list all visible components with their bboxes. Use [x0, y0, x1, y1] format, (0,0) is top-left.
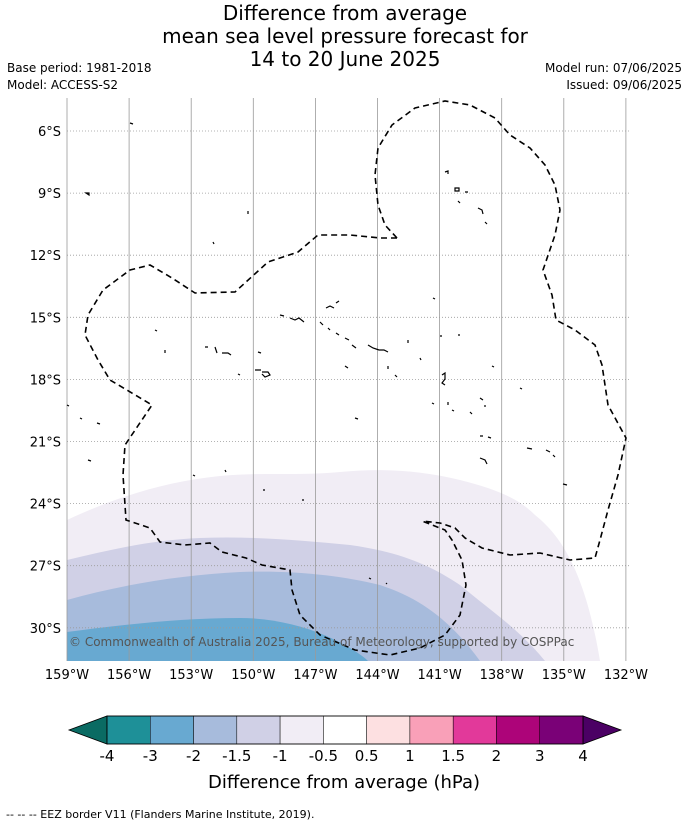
- latitude-label: 18°S: [30, 373, 61, 388]
- island-line: [255, 369, 271, 378]
- island-line: [444, 170, 449, 174]
- longitude-labels: 159°W 156°W 153°W 150°W 147°W 144°W 141°W 138°W…: [45, 668, 648, 683]
- colorbar-swatch: [409, 715, 454, 745]
- colorbar-tick-label: -0.5: [309, 747, 338, 765]
- issued-date: Issued: 09/06/2025: [566, 78, 682, 92]
- island-line: [454, 187, 468, 193]
- colorbar-swatch: [539, 715, 584, 745]
- island-line: [279, 314, 305, 323]
- latitude-label: 24°S: [30, 498, 61, 513]
- latitude-labels: 6°S 9°S 12°S 15°S 18°S 21°S 24°S 27°S 30°S: [30, 125, 61, 637]
- island-line: [479, 365, 523, 407]
- anomaly-fill-minus-2: [67, 618, 368, 661]
- colorbar-tick-label: -1: [273, 747, 288, 765]
- island-line: [354, 417, 359, 420]
- colorbar-swatch: [366, 715, 411, 745]
- colorbar-tick-label: -4: [100, 747, 115, 765]
- colorbar-swatch: [150, 715, 194, 745]
- base-period: Base period: 1981-2018: [7, 61, 152, 75]
- colorbar-swatch: [106, 715, 151, 745]
- title-line-2: mean sea level pressure forecast for: [162, 24, 528, 48]
- latitude-label: 21°S: [30, 436, 61, 451]
- latitude-label: 30°S: [30, 622, 61, 637]
- longitude-label: 147°W: [293, 668, 337, 683]
- colorbar-swatch: [496, 715, 540, 745]
- island-line: [237, 365, 398, 378]
- island-line: [432, 297, 436, 300]
- island-line: [205, 346, 232, 356]
- footnote: -- -- -- EEZ border V11 (Flanders Marine…: [6, 808, 315, 821]
- longitude-label: 150°W: [231, 668, 275, 683]
- longitude-label: 141°W: [418, 668, 462, 683]
- colorbar-frame: [106, 715, 584, 745]
- colorbar-swatch: [279, 715, 324, 745]
- colorbar-tick-label: 0.5: [355, 747, 379, 765]
- latitude-label: 27°S: [30, 560, 61, 575]
- colorbar-swatch: [193, 715, 238, 745]
- colorbar-over-arrow: [582, 715, 623, 745]
- longitude-label: 138°W: [480, 668, 524, 683]
- island-line: [66, 404, 101, 425]
- eez-border-line: [84, 100, 627, 656]
- colorbar-tick-label: 1.5: [441, 747, 465, 765]
- latitude-label: 9°S: [38, 187, 61, 202]
- island-line: [441, 371, 446, 386]
- colorbar-swatch: [452, 715, 497, 745]
- longitude-label: 132°W: [604, 668, 648, 683]
- anomaly-fills: [67, 470, 600, 661]
- island-line: [319, 321, 357, 349]
- colorbar-tick-label: -2: [186, 747, 201, 765]
- colorbar-tick-label: -3: [143, 747, 158, 765]
- colorbar-swatch: [236, 715, 281, 745]
- colorbar-swatch: [323, 715, 367, 745]
- colorbar-tick-label: 3: [535, 747, 545, 765]
- colorbar-label: Difference from average (hPa): [208, 772, 480, 793]
- graticule: [66, 98, 631, 661]
- island-line: [477, 207, 488, 225]
- latitude-label: 12°S: [30, 249, 61, 264]
- island-line: [212, 241, 215, 245]
- model-run: Model run: 07/06/2025: [544, 61, 682, 75]
- colorbar-tick-label: -1.5: [222, 747, 251, 765]
- island-line: [154, 329, 166, 353]
- island-line: [368, 577, 388, 585]
- island-line: [257, 351, 262, 354]
- island-line: [367, 340, 409, 353]
- island-line: [87, 459, 227, 477]
- island-outlines: [66, 122, 568, 585]
- longitude-label: 135°W: [542, 668, 586, 683]
- latitude-label: 6°S: [38, 125, 61, 140]
- map-copyright: © Commonwealth of Australia 2025, Bureau…: [69, 635, 574, 649]
- island-line: [84, 192, 90, 197]
- island-line: [479, 435, 492, 465]
- island-line: [263, 483, 568, 501]
- latitude-label: 15°S: [30, 311, 61, 326]
- longitude-label: 144°W: [355, 668, 399, 683]
- colorbar-tick-label: 1: [405, 747, 415, 765]
- longitude-label: 153°W: [169, 668, 213, 683]
- colorbar-tick-label: 4: [578, 747, 588, 765]
- model-name: Model: ACCESS-S2: [7, 78, 119, 92]
- island-line: [431, 402, 473, 415]
- island-line: [419, 334, 460, 361]
- title-line-3: 14 to 20 June 2025: [249, 47, 441, 71]
- colorbar-under-arrow: [67, 715, 108, 745]
- island-line: [129, 122, 134, 125]
- colorbar: -4 -3 -2 -1.5 -1 -0.5 0.5 1 1.5 2 3 4: [67, 715, 623, 765]
- longitude-label: 159°W: [45, 668, 89, 683]
- title-line-1: Difference from average: [222, 1, 468, 25]
- eez-border: [84, 100, 627, 656]
- island-line: [526, 447, 556, 458]
- island-line: [457, 200, 461, 204]
- longitude-label: 156°W: [107, 668, 151, 683]
- colorbar-tick-label: 2: [492, 747, 502, 765]
- island-line: [325, 300, 340, 309]
